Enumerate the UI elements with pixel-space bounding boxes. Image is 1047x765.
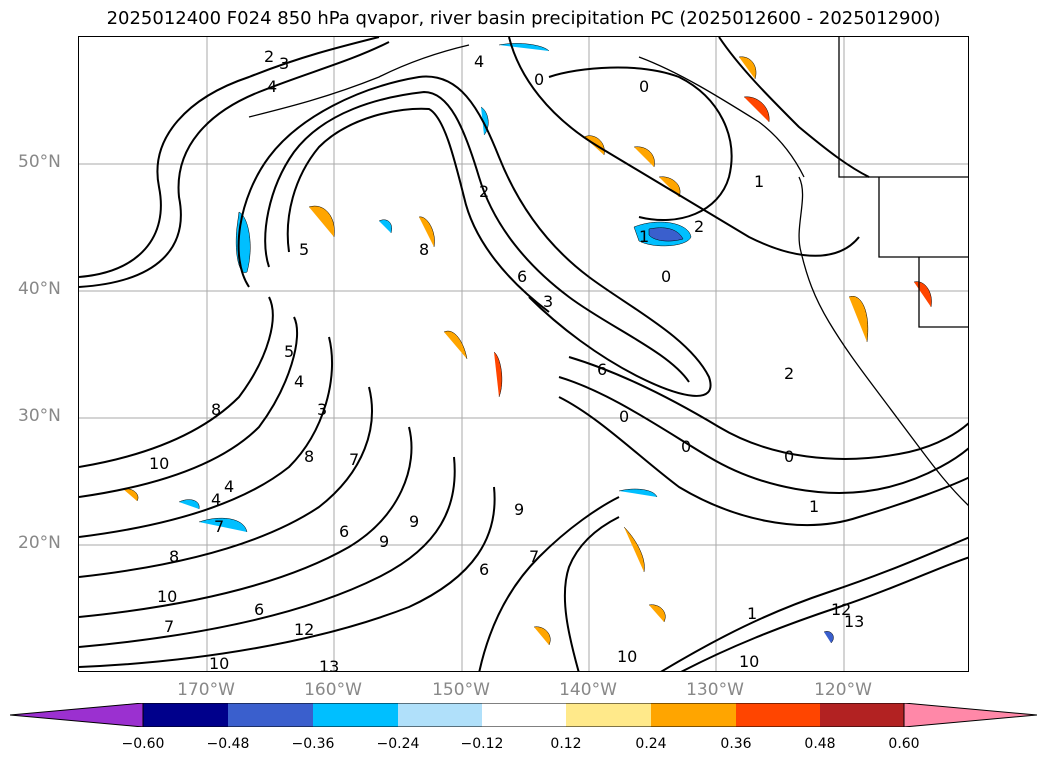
lat-label-40n: 40°N (18, 279, 61, 299)
contour-label: 4 (224, 477, 234, 496)
colorbar-extend-high (903, 703, 1037, 727)
contour-labels: 2 3 4 4 0 1 0 0 2 1 5 3 2 6 6 8 8 5 4 3 … (149, 47, 864, 672)
contour-label: 4 (267, 77, 277, 96)
map-panel: 2 3 4 4 0 1 0 0 2 1 5 3 2 6 6 8 8 5 4 3 … (78, 36, 969, 672)
contour-label: 0 (619, 407, 629, 426)
lon-label-160w: 160°W (304, 680, 362, 700)
contour-label: 10 (209, 654, 229, 672)
contour-label: 1 (809, 497, 819, 516)
contour-label: 0 (784, 447, 794, 466)
contour-label: 3 (279, 54, 289, 73)
precip-patches (122, 43, 932, 646)
lat-label-50n: 50°N (18, 152, 61, 172)
contour-label: 6 (254, 600, 264, 619)
contour-label: 1 (754, 172, 764, 191)
contour-label: 6 (517, 267, 527, 286)
colorbar-tick: −0.24 (376, 736, 420, 752)
contour-label: 5 (299, 240, 309, 259)
contour-label: 9 (514, 500, 524, 519)
contour-label: 10 (149, 454, 169, 473)
contour-label: 6 (597, 360, 607, 379)
colorbar-segment (313, 703, 398, 727)
contour-label: 9 (409, 512, 419, 531)
gridlines (79, 37, 968, 671)
figure-title: 2025012400 F024 850 hPa qvapor, river ba… (106, 8, 941, 29)
lon-label-140w: 140°W (559, 680, 617, 700)
contour-label: 7 (164, 617, 174, 636)
colorbar-segment (228, 703, 313, 727)
colorbar-segment (566, 703, 651, 727)
contour-label: 7 (349, 450, 359, 469)
contour-label: 10 (739, 652, 759, 671)
contour-label: 0 (534, 70, 544, 89)
contour-label: 3 (543, 292, 553, 311)
contour-label: 2 (784, 364, 794, 383)
contour-label: 12 (831, 600, 851, 619)
contour-label: 7 (529, 547, 539, 566)
contour-label: 6 (339, 522, 349, 541)
contour-label: 1 (639, 227, 649, 246)
contour-label: 4 (294, 372, 304, 391)
colorbar-tick: 0.48 (804, 736, 836, 752)
colorbar-tick: −0.12 (460, 736, 504, 752)
colorbar-segment (820, 703, 904, 727)
contour-label: 8 (169, 547, 179, 566)
contour-label: 10 (617, 647, 637, 666)
contour-label: 4 (211, 490, 221, 509)
lat-label-30n: 30°N (18, 406, 61, 426)
colorbar-extend-low (10, 703, 144, 727)
contour-label: 0 (639, 77, 649, 96)
qvapor-contours (79, 37, 968, 671)
lon-label-120w: 120°W (814, 680, 872, 700)
contour-label: 4 (474, 52, 484, 71)
colorbar-tick: 0.12 (550, 736, 582, 752)
colorbar-segment (143, 703, 228, 727)
lon-label-150w: 150°W (432, 680, 490, 700)
contour-label: 13 (319, 657, 339, 672)
colorbar-tick: −0.36 (291, 736, 335, 752)
contour-label: 1 (747, 604, 757, 623)
lon-label-130w: 130°W (686, 680, 744, 700)
contour-label: 9 (379, 532, 389, 551)
contour-label: 0 (661, 267, 671, 286)
colorbar-tick: 0.60 (888, 736, 920, 752)
lon-label-170w: 170°W (177, 680, 235, 700)
contour-label: 12 (294, 620, 314, 639)
lat-label-20n: 20°N (18, 533, 61, 553)
colorbar-tick: −0.48 (206, 736, 250, 752)
contour-label: 3 (317, 400, 327, 419)
contour-label: 8 (304, 447, 314, 466)
colorbar-segment (736, 703, 820, 727)
colorbar (10, 703, 1037, 727)
contour-label: 13 (844, 612, 864, 631)
contour-map: 2 3 4 4 0 1 0 0 2 1 5 3 2 6 6 8 8 5 4 3 … (79, 37, 968, 672)
contour-label: 10 (157, 587, 177, 606)
colorbar-tick: 0.36 (720, 736, 752, 752)
coastlines (248, 37, 968, 506)
contour-label: 2 (264, 47, 274, 66)
contour-label: 8 (211, 400, 221, 419)
colorbar-segment (482, 703, 566, 727)
colorbar-segment (651, 703, 736, 727)
contour-label: 5 (284, 342, 294, 361)
colorbar-tick: 0.24 (635, 736, 667, 752)
colorbar-segment (398, 703, 482, 727)
contour-label: 2 (694, 217, 704, 236)
colorbar-tick: −0.60 (121, 736, 165, 752)
contour-label: 7 (214, 517, 224, 536)
contour-label: 2 (479, 182, 489, 201)
contour-label: 0 (681, 437, 691, 456)
contour-label: 6 (479, 560, 489, 579)
contour-label: 8 (419, 240, 429, 259)
